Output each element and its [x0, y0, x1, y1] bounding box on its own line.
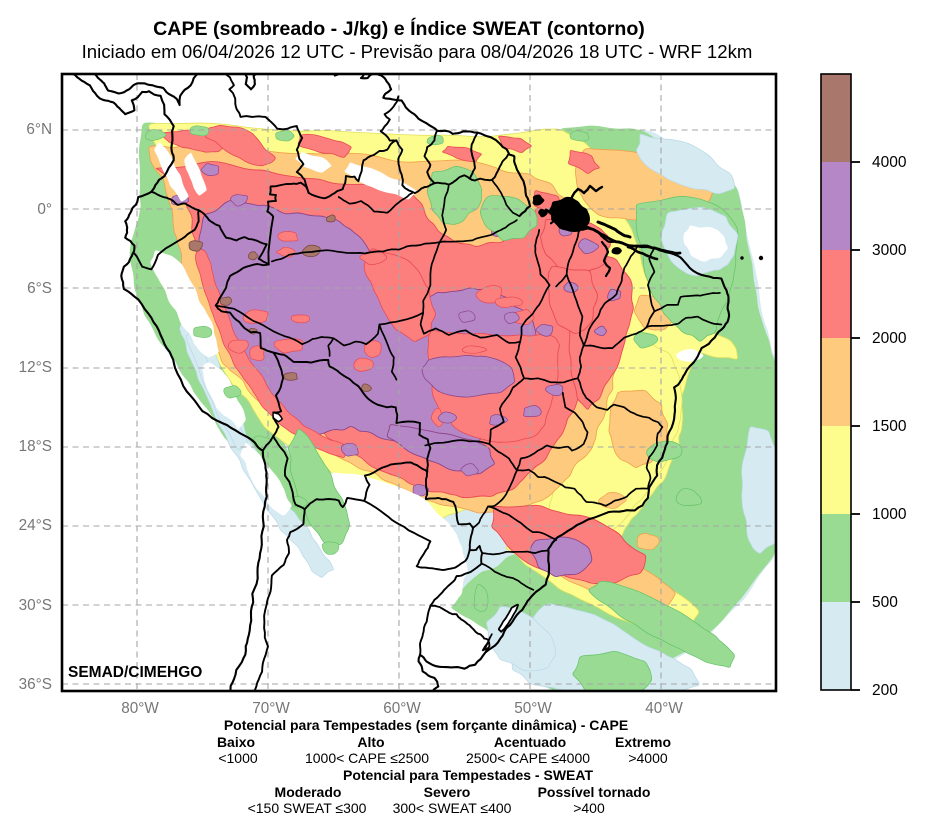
svg-text:500: 500	[872, 594, 898, 611]
svg-text:24°S: 24°S	[19, 517, 52, 534]
svg-text:Baixo: Baixo	[217, 734, 255, 750]
svg-text:1000< CAPE ≤2500: 1000< CAPE ≤2500	[305, 750, 429, 766]
svg-text:1500: 1500	[872, 418, 907, 435]
svg-text:12°S: 12°S	[19, 359, 52, 376]
svg-text:Acentuado: Acentuado	[494, 734, 566, 750]
svg-text:40°W: 40°W	[645, 700, 683, 717]
svg-text:80°W: 80°W	[121, 700, 159, 717]
svg-text:Possível tornado: Possível tornado	[538, 784, 651, 800]
svg-text:SEMAD/CIMEHGO: SEMAD/CIMEHGO	[68, 664, 202, 681]
svg-text:50°W: 50°W	[514, 700, 552, 717]
svg-text:30°S: 30°S	[19, 597, 52, 614]
svg-text:Potencial para Tempestades - S: Potencial para Tempestades - SWEAT	[343, 767, 593, 783]
svg-text:2500< CAPE ≤4000: 2500< CAPE ≤4000	[466, 750, 590, 766]
svg-text:4000: 4000	[872, 154, 907, 171]
svg-text:<150 SWEAT ≤300: <150 SWEAT ≤300	[248, 800, 367, 816]
svg-text:60°W: 60°W	[383, 700, 421, 717]
svg-text:Moderado: Moderado	[275, 784, 342, 800]
svg-text:0°: 0°	[37, 201, 52, 218]
svg-text:Iniciado em 06/04/2026 12 UTC: Iniciado em 06/04/2026 12 UTC - Previsão…	[82, 41, 753, 62]
svg-text:2000: 2000	[872, 330, 907, 347]
svg-text:1000: 1000	[872, 506, 907, 523]
svg-text:70°W: 70°W	[252, 700, 290, 717]
svg-text:36°S: 36°S	[19, 676, 52, 693]
svg-text:200: 200	[872, 682, 898, 699]
svg-text:<1000: <1000	[218, 750, 258, 766]
svg-text:Severo: Severo	[424, 784, 471, 800]
svg-text:>400: >400	[573, 800, 605, 816]
svg-text:6°S: 6°S	[27, 280, 52, 297]
svg-text:18°S: 18°S	[19, 438, 52, 455]
svg-text:6°N: 6°N	[26, 121, 52, 138]
svg-text:Extremo: Extremo	[615, 734, 671, 750]
svg-text:CAPE (sombreado - J/kg) e Índi: CAPE (sombreado - J/kg) e Índice SWEAT (…	[153, 17, 645, 40]
svg-text:3000: 3000	[872, 242, 907, 259]
svg-text:Potencial para Tempestades (se: Potencial para Tempestades (sem forçante…	[224, 717, 628, 733]
svg-text:300< SWEAT ≤400: 300< SWEAT ≤400	[393, 800, 512, 816]
svg-text:>4000: >4000	[628, 750, 668, 766]
svg-text:Alto: Alto	[357, 734, 384, 750]
